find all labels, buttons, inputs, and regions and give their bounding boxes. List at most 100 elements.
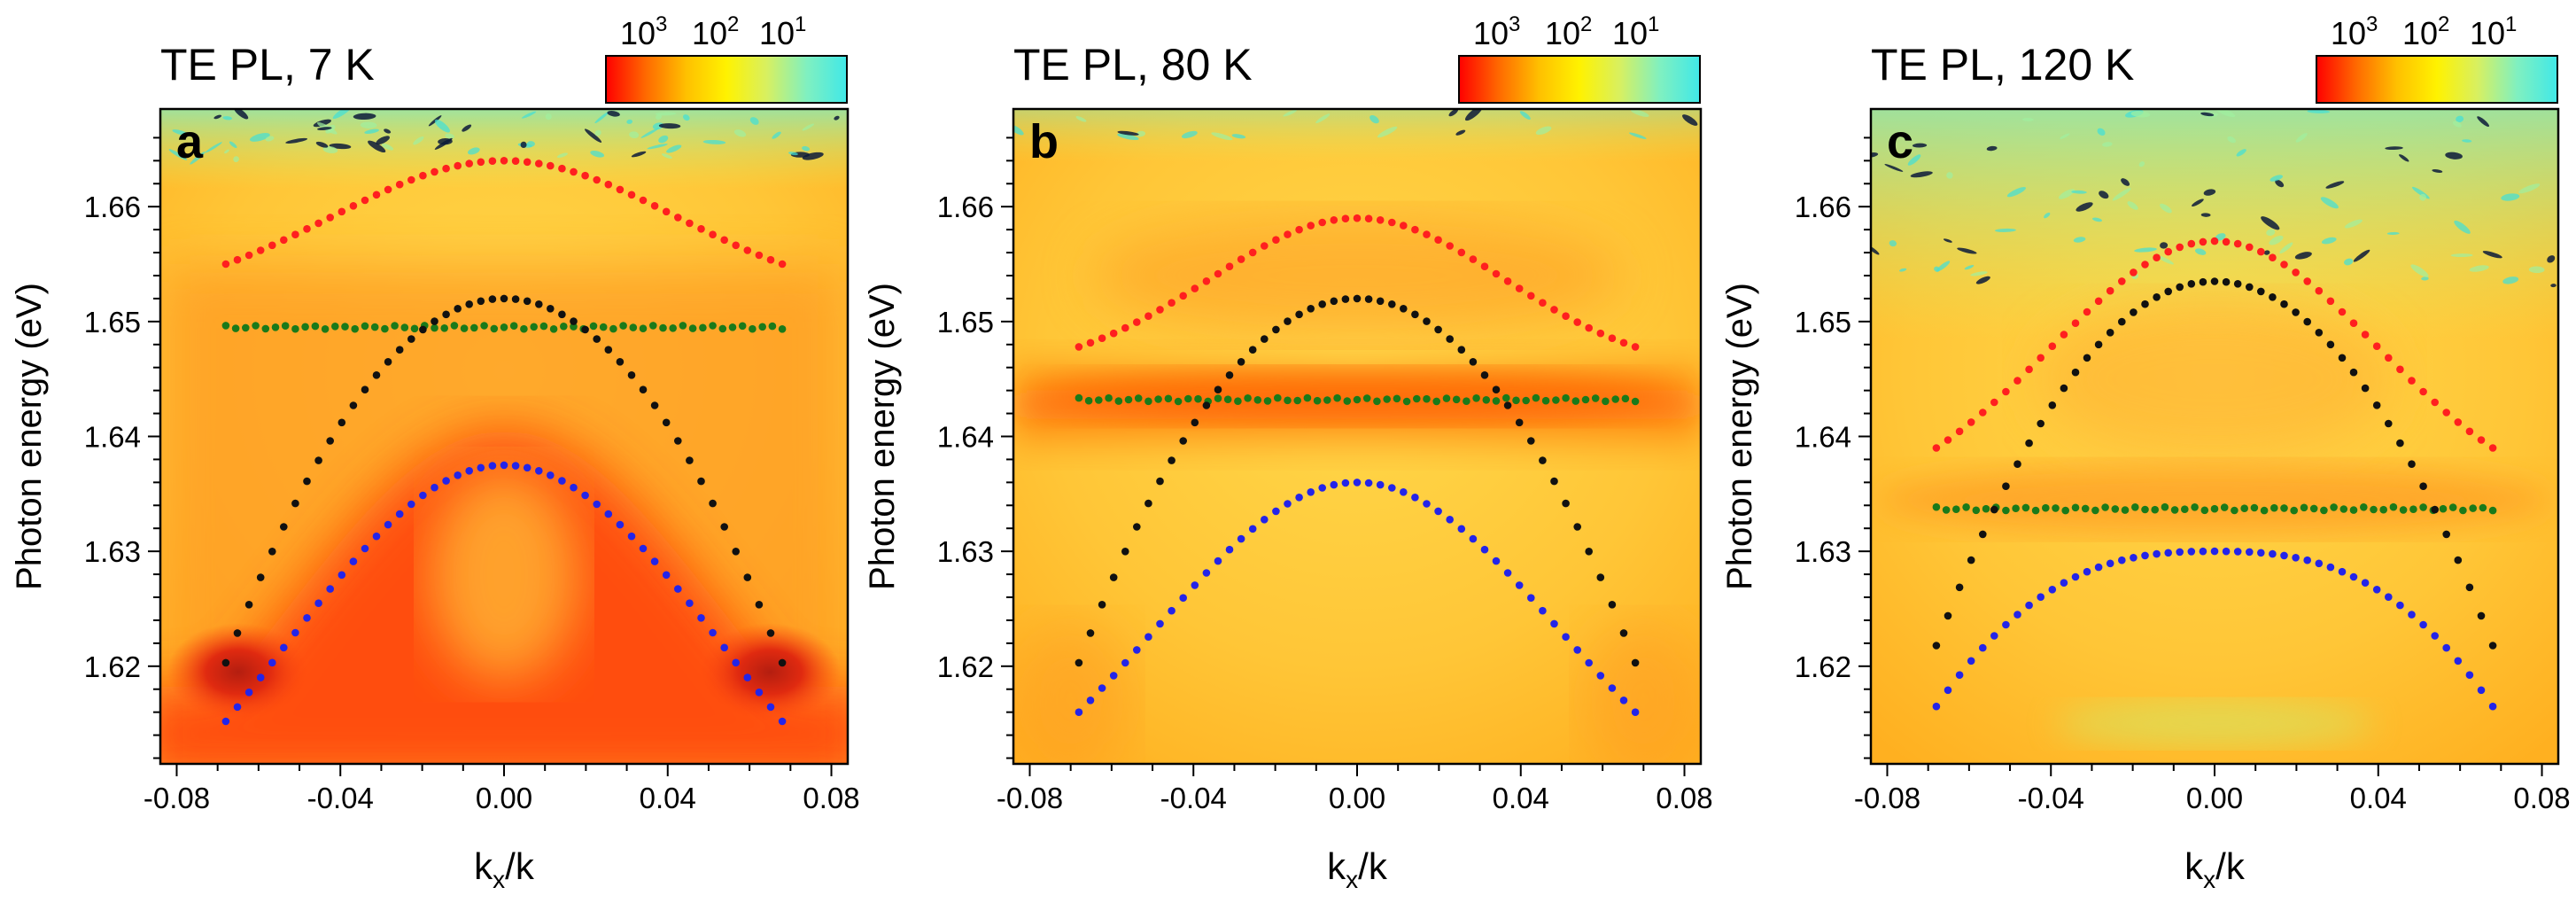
data-point bbox=[1515, 581, 1524, 589]
data-point bbox=[755, 689, 764, 697]
data-point bbox=[1573, 318, 1581, 326]
data-point bbox=[2231, 506, 2238, 515]
series-flat-mode bbox=[1075, 393, 1640, 406]
panel-title: TE PL, 120 K bbox=[1871, 40, 2134, 90]
data-point bbox=[1364, 479, 1373, 487]
series-upper-polariton bbox=[1932, 237, 2497, 452]
data-point bbox=[1469, 255, 1478, 263]
data-point bbox=[1596, 573, 1605, 581]
colorbar-label: 101 bbox=[1612, 12, 1659, 51]
data-point bbox=[650, 557, 659, 565]
colorbar-label: 101 bbox=[759, 12, 806, 51]
data-point bbox=[2448, 503, 2457, 511]
data-point bbox=[2454, 418, 2463, 426]
data-point bbox=[1307, 222, 1315, 230]
data-point bbox=[2130, 308, 2138, 316]
data-point bbox=[1272, 325, 1280, 334]
axis-ticks bbox=[1001, 136, 1686, 776]
data-point bbox=[2292, 269, 2300, 276]
data-point bbox=[1944, 611, 1952, 620]
panel-letter: a bbox=[176, 115, 204, 168]
data-point bbox=[1124, 395, 1133, 404]
data-point bbox=[686, 219, 694, 228]
data-point bbox=[384, 358, 392, 366]
data-point bbox=[442, 164, 450, 173]
data-point bbox=[593, 500, 601, 509]
data-point bbox=[1463, 397, 1470, 406]
data-point bbox=[1452, 395, 1461, 404]
data-point bbox=[1932, 502, 1941, 511]
data-point bbox=[477, 463, 485, 472]
data-point bbox=[1295, 494, 1303, 502]
data-point bbox=[252, 322, 260, 330]
data-point bbox=[604, 510, 613, 518]
data-point bbox=[697, 477, 705, 486]
y-tick-label: 1.66 bbox=[1795, 191, 1851, 223]
data-point bbox=[1075, 708, 1083, 716]
data-point bbox=[509, 322, 518, 331]
data-point bbox=[2431, 398, 2439, 407]
data-point bbox=[1373, 397, 1381, 406]
data-point bbox=[1955, 427, 1964, 436]
data-point bbox=[755, 251, 764, 260]
data-point bbox=[2052, 504, 2060, 512]
panel-title: TE PL, 7 K bbox=[160, 40, 375, 90]
data-point bbox=[2257, 247, 2265, 256]
data-point bbox=[1944, 686, 1952, 695]
data-point bbox=[2408, 611, 2416, 619]
colorbar: 103 102 101 bbox=[1458, 12, 1701, 104]
data-point bbox=[2199, 237, 2207, 246]
data-point bbox=[1532, 393, 1540, 402]
x-axis-label: kx/k bbox=[474, 845, 535, 893]
data-point bbox=[2233, 280, 2242, 288]
data-point bbox=[2048, 401, 2057, 409]
data-point bbox=[2338, 354, 2347, 362]
colorbar: 103 102 101 bbox=[2316, 12, 2558, 104]
data-point bbox=[1098, 334, 1106, 343]
data-point bbox=[1261, 242, 1269, 250]
data-point bbox=[349, 401, 358, 409]
axis-ticks bbox=[1858, 136, 2543, 776]
data-point bbox=[1955, 583, 1964, 592]
data-point bbox=[2199, 547, 2207, 556]
data-point bbox=[361, 385, 369, 394]
data-point bbox=[2303, 556, 2311, 564]
colorbar-label: 102 bbox=[1545, 12, 1592, 51]
data-point bbox=[604, 346, 613, 354]
data-point bbox=[2431, 632, 2439, 640]
data-point bbox=[709, 230, 717, 239]
intensity-map bbox=[160, 109, 848, 764]
data-point bbox=[2071, 368, 2080, 377]
data-point bbox=[500, 323, 508, 331]
data-point bbox=[2013, 377, 2021, 385]
data-point bbox=[291, 230, 299, 239]
data-point bbox=[256, 246, 265, 254]
data-point bbox=[1075, 343, 1083, 351]
data-point bbox=[686, 599, 694, 607]
data-point bbox=[627, 532, 636, 541]
data-point bbox=[593, 335, 601, 343]
y-tick-label: 1.65 bbox=[1795, 306, 1851, 339]
data-point bbox=[1134, 394, 1143, 402]
data-point bbox=[326, 585, 335, 593]
data-point bbox=[1133, 646, 1141, 654]
data-point bbox=[1492, 385, 1501, 394]
data-point bbox=[1353, 214, 1362, 222]
x-axis-label: kx/k bbox=[2184, 845, 2246, 893]
data-point bbox=[221, 717, 230, 726]
panel-title: TE PL, 80 K bbox=[1013, 40, 1253, 90]
data-point bbox=[2164, 549, 2172, 557]
data-point bbox=[738, 322, 747, 331]
data-point bbox=[1133, 318, 1141, 326]
data-point bbox=[1376, 297, 1385, 306]
colorbar-label: 103 bbox=[2331, 12, 2378, 51]
data-point bbox=[400, 323, 409, 331]
y-tick-label: 1.64 bbox=[84, 421, 141, 454]
data-point bbox=[2060, 384, 2068, 393]
colorbar-label: 102 bbox=[692, 12, 739, 51]
data-point bbox=[2222, 547, 2231, 556]
data-point bbox=[1191, 581, 1199, 589]
data-point bbox=[233, 255, 242, 264]
data-point bbox=[558, 310, 566, 319]
data-point bbox=[1503, 277, 1512, 285]
